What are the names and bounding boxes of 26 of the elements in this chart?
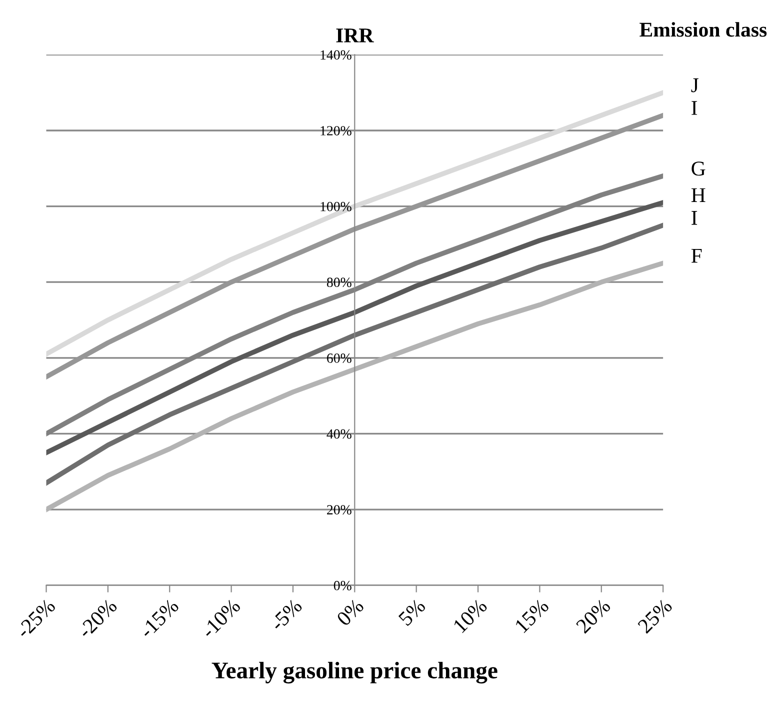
x-tick-label: 10% (452, 598, 488, 634)
x-tick-label: 25% (637, 598, 673, 634)
y-tick-label: 140% (320, 50, 352, 60)
x-axis-title: Yearly gasoline price change (212, 662, 498, 684)
y-tick-label: 40% (326, 429, 352, 439)
y-tick-label: 20% (327, 505, 352, 515)
x-tick-label: -5% (269, 598, 303, 632)
line-series (46, 112, 664, 380)
legend-title: Emission class (640, 22, 767, 37)
line-series (46, 200, 664, 456)
y-tick-label: 120% (320, 126, 352, 136)
x-tick-label: 5% (398, 598, 426, 626)
series-label: I (692, 211, 698, 225)
line-series (46, 222, 664, 486)
series-label: H (691, 188, 706, 202)
series-label: J (691, 78, 699, 92)
series-label: I (692, 101, 698, 115)
series-label: G (692, 162, 706, 176)
y-tick-label: 100% (320, 202, 352, 212)
x-tick-label: 15% (514, 598, 550, 634)
y-tick-label: 60% (327, 353, 352, 363)
series-label: F (691, 248, 702, 263)
y-tick-label: 0% (334, 580, 352, 590)
x-tick-label: 20% (575, 598, 612, 634)
chart-title: IRR (336, 28, 374, 42)
y-tick-label: 80% (326, 278, 352, 288)
